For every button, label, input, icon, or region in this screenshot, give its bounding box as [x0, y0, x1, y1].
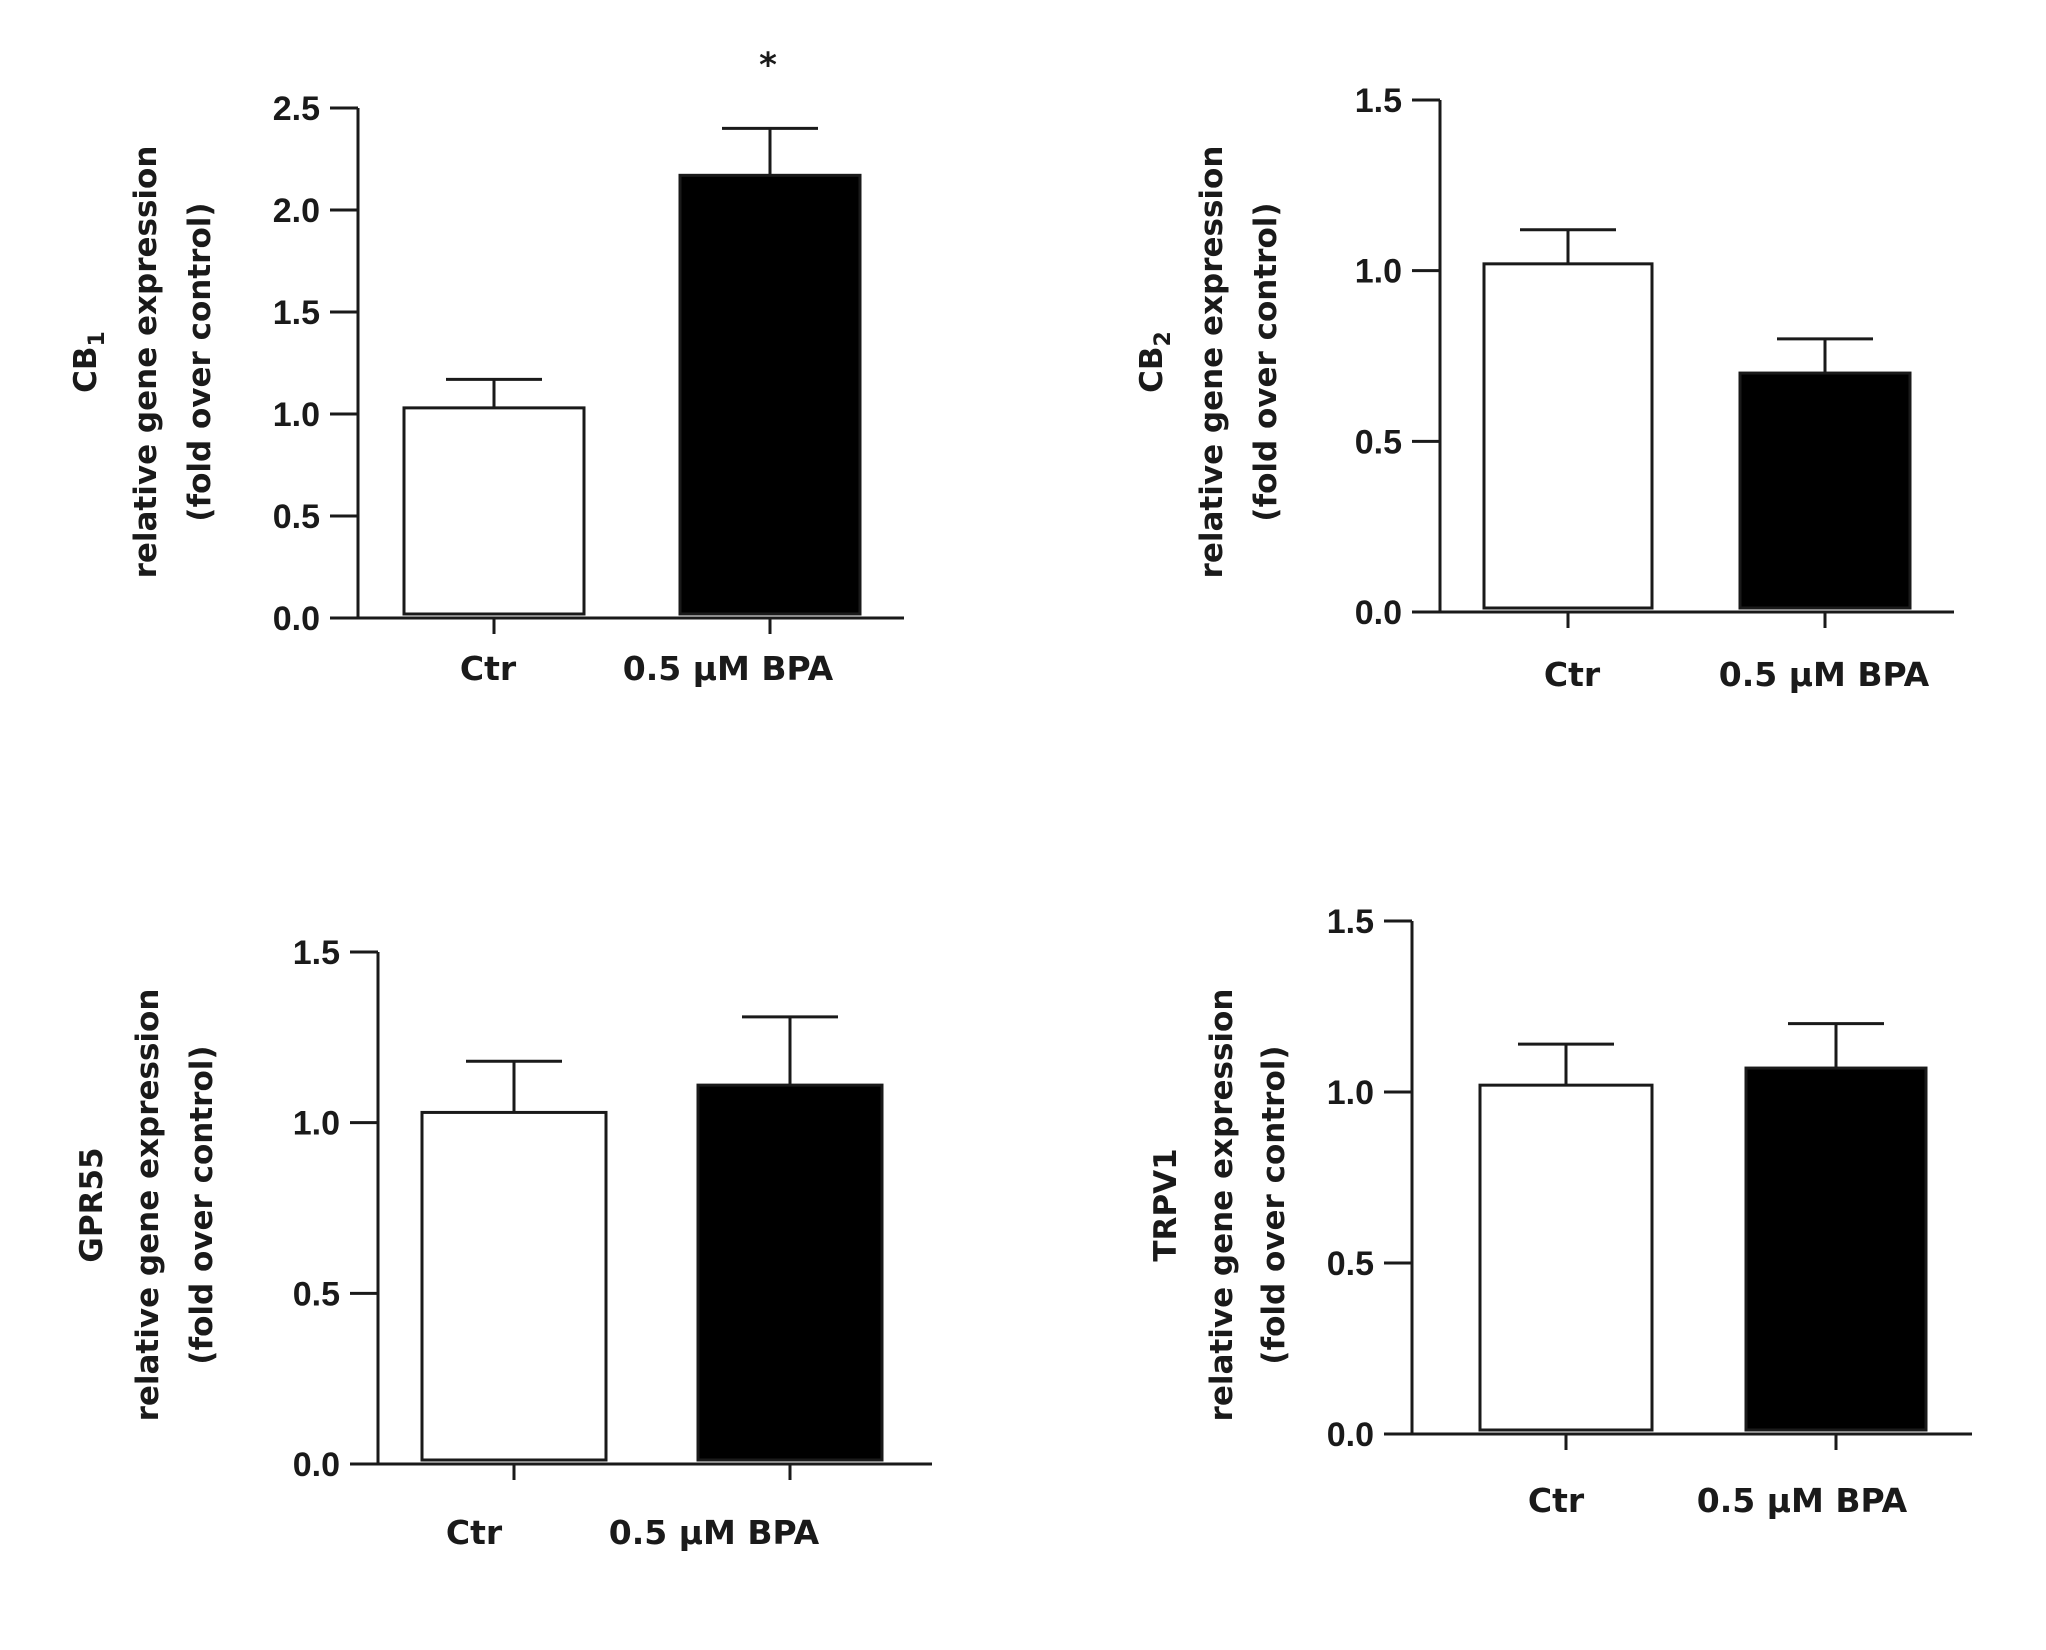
- significance-marker: *: [759, 45, 777, 85]
- gene-subscript: 1: [85, 331, 110, 346]
- y-tick-label: 0.5: [293, 1275, 340, 1313]
- category-label: Ctr: [446, 1513, 503, 1552]
- y-tick-label: 1.5: [293, 934, 340, 972]
- y-axis-label-line3: (fold over control): [1256, 1045, 1292, 1364]
- gene-name: TRPV1: [1148, 1148, 1184, 1261]
- gene-name: CB: [1134, 346, 1170, 392]
- bar-bpa: [1738, 371, 1912, 610]
- y-tick-label: 2.0: [273, 192, 320, 230]
- gene-name: GPR55: [74, 1147, 110, 1262]
- y-tick-label: 1.0: [293, 1105, 340, 1143]
- y-tick-label: 1.5: [273, 294, 320, 332]
- bar-ctr: [1482, 262, 1654, 610]
- category-label: 0.5 μM BPA: [1719, 655, 1930, 694]
- y-tick-label: 1.0: [1327, 1074, 1374, 1112]
- category-label: 0.5 μM BPA: [623, 649, 834, 688]
- y-tick-label: 0.0: [273, 600, 320, 638]
- y-tick-label: 0.0: [293, 1446, 340, 1484]
- bar-bpa: [1744, 1066, 1928, 1432]
- chart-panel-top-left: 0.0 0.5 1.0 1.5 2.0 2.5 Ctr 0.5 μM BPA * CB1 relat…: [68, 45, 904, 688]
- category-label: 0.5 μM BPA: [1697, 1481, 1908, 1520]
- y-tick-label: 0.5: [1327, 1245, 1374, 1283]
- category-label: 0.5 μM BPA: [609, 1513, 820, 1552]
- y-axis-label-gene: CB1: [68, 331, 110, 393]
- y-tick-label: 1.5: [1327, 903, 1374, 941]
- y-axis-label-line2: relative gene expression: [1194, 146, 1230, 579]
- y-tick-label: 1.0: [273, 396, 320, 434]
- bar-bpa: [678, 173, 862, 616]
- category-label: Ctr: [1528, 1481, 1585, 1520]
- y-tick-label: 1.5: [1355, 82, 1402, 120]
- y-axis-label-line3: (fold over control): [184, 1045, 220, 1364]
- category-label: Ctr: [1544, 655, 1601, 694]
- bar-ctr: [1478, 1083, 1654, 1432]
- chart-panel-bottom-left: 0.0 0.5 1.0 1.5 Ctr 0.5 μM BPA GPR55 relative g…: [74, 934, 932, 1552]
- y-axis-label-line3: (fold over control): [182, 202, 218, 521]
- y-tick-label: 1.0: [1355, 253, 1402, 291]
- y-tick-label: 0.0: [1327, 1416, 1374, 1454]
- y-axis-label-line2: relative gene expression: [130, 989, 166, 1422]
- y-axis-label-gene: GPR55: [74, 1147, 110, 1262]
- y-tick-label: 0.5: [273, 498, 320, 536]
- y-axis-label-line3: (fold over control): [1248, 202, 1284, 521]
- y-axis-label-gene: TRPV1: [1148, 1148, 1184, 1261]
- bar-bpa: [696, 1083, 884, 1462]
- category-label: Ctr: [460, 649, 517, 688]
- y-tick-label: 0.0: [1355, 594, 1402, 632]
- gene-name: CB: [68, 346, 104, 392]
- gene-subscript: 2: [1151, 331, 1176, 346]
- y-axis-label-line2: relative gene expression: [1204, 989, 1240, 1422]
- y-tick-label: 2.5: [273, 90, 320, 128]
- chart-panel-top-right: 0.0 0.5 1.0 1.5 Ctr 0.5 μM BPA CB2 relative gen…: [1134, 82, 1954, 694]
- bar-ctr: [402, 406, 586, 616]
- y-axis-label-gene: CB2: [1134, 331, 1176, 393]
- chart-panel-bottom-right: 0.0 0.5 1.0 1.5 Ctr 0.5 μM BPA TRPV1 relative g…: [1148, 903, 1972, 1520]
- y-tick-label: 0.5: [1355, 423, 1402, 461]
- y-axis-label-line2: relative gene expression: [128, 146, 164, 579]
- bar-ctr: [420, 1110, 608, 1462]
